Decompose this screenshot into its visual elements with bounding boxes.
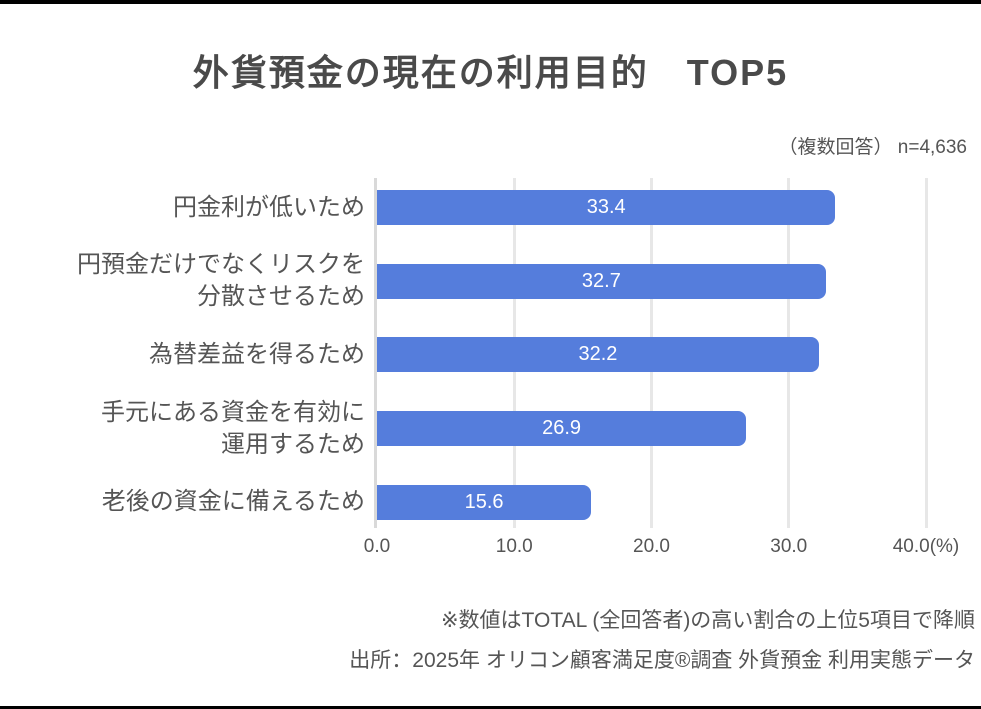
bar: 32.2: [377, 337, 819, 373]
sample-size-note: （複数回答） n=4,636: [778, 137, 968, 158]
category-label: 手元にある資金を有効に運用するため: [0, 397, 365, 461]
footnote: ※数値はTOTAL (全回答者)の高い割合の上位5項目で降順: [440, 609, 975, 632]
bar: 33.4: [377, 190, 836, 225]
bar-value-label: 32.2: [578, 343, 618, 366]
bar-value-label: 32.7: [581, 269, 621, 292]
category-label: 円預金だけでなくリスクを分散させるため: [0, 249, 365, 313]
x-axis-tick-label: 0.0: [363, 536, 391, 557]
y-axis-line: [374, 178, 377, 528]
category-label: 老後の資金に備えるため: [0, 486, 365, 518]
top-border-strip: [0, 0, 981, 4]
gridline: [924, 178, 928, 528]
plot-area: 33.4 32.7 32.2 26.9 15.6: [374, 178, 928, 528]
category-label: 円金利が低いため: [0, 192, 365, 224]
category-label: 為替差益を得るため: [0, 339, 365, 371]
x-axis-tick-label: 30.0: [770, 536, 808, 557]
bar: 26.9: [377, 411, 747, 447]
bar-value-label: 33.4: [586, 196, 626, 218]
x-axis-tick-label: 10.0: [495, 536, 533, 557]
category-label-line: 円金利が低いため: [173, 193, 365, 221]
category-label-line: 運用するため: [221, 430, 365, 458]
category-label-line: 為替差益を得るため: [149, 340, 365, 368]
x-axis-tick-label: 40.0(%): [892, 536, 960, 557]
bar: 15.6: [377, 484, 592, 520]
chart-title: 外貨預金の現在の利用目的 TOP5: [192, 52, 789, 93]
category-label-line: 分散させるため: [197, 283, 365, 311]
category-label-line: 老後の資金に備えるため: [101, 488, 365, 516]
bottom-border-strip: [0, 706, 981, 709]
source-note: 出所：2025年 オリコン顧客満足度®調査 外貨預金 利用実態データ: [349, 649, 975, 672]
bar: 32.7: [377, 263, 826, 299]
bar-value-label: 26.9: [542, 417, 582, 440]
bar-value-label: 15.6: [464, 490, 504, 513]
category-label-line: 手元にある資金を有効に: [101, 398, 365, 426]
category-label-line: 円預金だけでなくリスクを: [77, 251, 365, 279]
x-axis-tick-label: 20.0: [633, 536, 670, 557]
